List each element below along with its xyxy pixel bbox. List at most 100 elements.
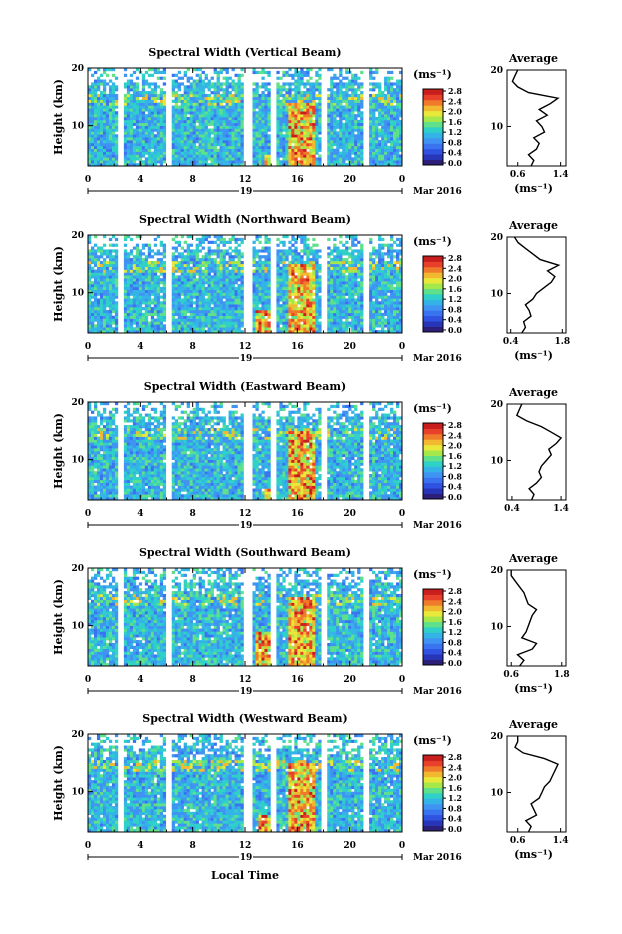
heatmap-cell xyxy=(160,134,163,137)
heatmap-cell xyxy=(175,296,178,299)
heatmap-cell xyxy=(357,85,360,88)
heatmap-cell xyxy=(306,71,309,74)
heatmap-cell xyxy=(184,267,187,270)
heatmap-cell xyxy=(327,111,330,114)
heatmap-cell xyxy=(208,255,211,258)
heatmap-cell xyxy=(133,146,136,149)
heatmap-cell xyxy=(127,80,130,83)
heatmap-cell xyxy=(145,149,148,152)
heatmap-cell xyxy=(160,296,163,299)
heatmap-cell xyxy=(145,296,148,299)
heatmap-cell xyxy=(390,129,393,132)
heatmap-cell xyxy=(375,160,378,163)
heatmap-cell xyxy=(157,160,160,163)
heatmap-cell xyxy=(258,270,261,273)
heatmap-cell xyxy=(252,249,255,252)
heatmap-cell xyxy=(97,327,100,330)
heatmap-cell xyxy=(148,261,151,264)
heatmap-cell xyxy=(196,108,199,111)
heatmap-cell xyxy=(91,97,94,100)
panel-1: Spectral Width (Northward Beam)Height (k… xyxy=(52,213,570,364)
heatmap-cell xyxy=(258,293,261,296)
heatmap-cell xyxy=(381,123,384,126)
heatmap-cell xyxy=(127,88,130,91)
heatmap-cell xyxy=(223,264,226,267)
heatmap-cell xyxy=(241,117,244,120)
heatmap-cell xyxy=(127,301,130,304)
heatmap-cell xyxy=(375,154,378,157)
heatmap-cell xyxy=(127,108,130,111)
heatmap-cell xyxy=(181,149,184,152)
heatmap-cell xyxy=(232,134,235,137)
heatmap-cell xyxy=(303,316,306,319)
heatmap-cell xyxy=(223,114,226,117)
heatmap-cell xyxy=(187,284,190,287)
heatmap-cell xyxy=(345,143,348,146)
heatmap-cell xyxy=(178,105,181,108)
heatmap-cell xyxy=(315,298,318,301)
heatmap-cell xyxy=(133,140,136,143)
heatmap-cell xyxy=(106,301,109,304)
heatmap-cell xyxy=(330,281,333,284)
heatmap-cell xyxy=(282,129,285,132)
heatmap-cell xyxy=(103,275,106,278)
heatmap-cell xyxy=(103,82,106,85)
heatmap-cell xyxy=(115,111,118,114)
heatmap-cell xyxy=(333,74,336,77)
heatmap-cell xyxy=(336,255,339,258)
heatmap-cell xyxy=(258,281,261,284)
heatmap-cell xyxy=(303,146,306,149)
heatmap-cell xyxy=(258,97,261,100)
heatmap-cell xyxy=(214,152,217,155)
heatmap-cell xyxy=(315,281,318,284)
heatmap-cell xyxy=(241,241,244,244)
heatmap-cell xyxy=(354,114,357,117)
heatmap-cell xyxy=(139,94,142,97)
heatmap-cell xyxy=(115,261,118,264)
heatmap-cell xyxy=(178,160,181,163)
heatmap-cell xyxy=(205,278,208,281)
heatmap-cell xyxy=(226,111,229,114)
heatmap-cell xyxy=(217,238,220,241)
heatmap-cell xyxy=(294,111,297,114)
heatmap-cell xyxy=(357,100,360,103)
heatmap-cell xyxy=(127,267,130,270)
heatmap-cell xyxy=(100,140,103,143)
heatmap-cell xyxy=(330,94,333,97)
heatmap-cell xyxy=(136,278,139,281)
heatmap-cell xyxy=(172,88,175,91)
heatmap-cell xyxy=(187,304,190,307)
heatmap-cell xyxy=(202,114,205,117)
heatmap-cell xyxy=(291,324,294,327)
heatmap-cell xyxy=(303,310,306,313)
heatmap-cell xyxy=(315,111,318,114)
heatmap-cell xyxy=(342,91,345,94)
heatmap-cell xyxy=(354,157,357,160)
heatmap-cell xyxy=(205,264,208,267)
heatmap-cell xyxy=(181,247,184,250)
heatmap-cell xyxy=(291,327,294,330)
heatmap-cell xyxy=(297,319,300,322)
heatmap-cell xyxy=(300,261,303,264)
heatmap-cell xyxy=(130,287,133,290)
heatmap-cell xyxy=(306,137,309,140)
heatmap-cell xyxy=(336,157,339,160)
heatmap-cell xyxy=(264,126,267,129)
heatmap-cell xyxy=(217,313,220,316)
heatmap-cell xyxy=(333,290,336,293)
heatmap-cell xyxy=(160,157,163,160)
heatmap-cell xyxy=(241,307,244,310)
heatmap-cell xyxy=(348,134,351,137)
heatmap-cell xyxy=(100,154,103,157)
heatmap-cell xyxy=(220,270,223,273)
heatmap-cell xyxy=(157,103,160,106)
heatmap-cell xyxy=(220,275,223,278)
heatmap-cell xyxy=(267,316,270,319)
heatmap-cell xyxy=(303,321,306,324)
heatmap-cell xyxy=(312,310,315,313)
heatmap-cell xyxy=(306,143,309,146)
heatmap-cell xyxy=(303,278,306,281)
heatmap-cell xyxy=(303,304,306,307)
heatmap-cell xyxy=(214,97,217,100)
heatmap-cell xyxy=(261,247,264,250)
